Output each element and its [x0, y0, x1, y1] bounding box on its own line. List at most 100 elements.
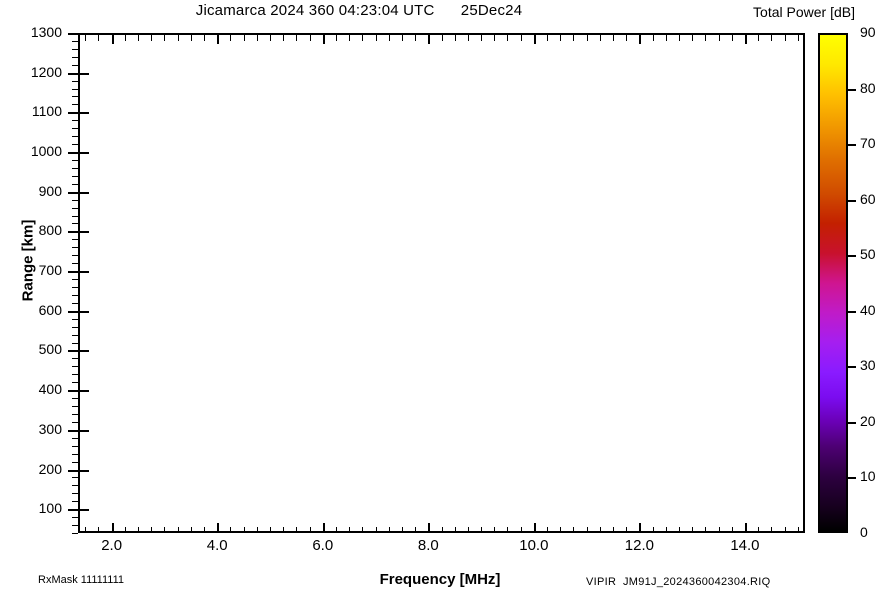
- y-axis-minor-tick: [72, 366, 78, 368]
- y-axis-minor-tick: [72, 80, 78, 82]
- y-axis-minor-tick: [72, 342, 78, 344]
- colorbar: [818, 33, 848, 533]
- x-axis-tick: [744, 523, 747, 533]
- x-axis-tick: [217, 523, 220, 533]
- y-axis-minor-tick: [72, 128, 78, 130]
- y-axis-minor-tick: [72, 517, 78, 519]
- x-axis-minor-tick: [296, 527, 298, 533]
- x-axis-minor-tick-inner: [481, 35, 483, 41]
- x-axis-minor-tick-inner: [718, 35, 720, 41]
- x-axis-minor-tick: [692, 527, 694, 533]
- y-axis-tick-label: 400: [38, 381, 62, 398]
- x-axis-minor-tick-inner: [467, 35, 469, 41]
- y-axis-tick-label: 1000: [30, 143, 62, 160]
- x-axis-tick-inner: [111, 35, 114, 44]
- x-axis-minor-tick: [784, 527, 786, 533]
- y-axis-minor-tick: [72, 207, 78, 209]
- x-axis-label: Frequency [MHz]: [379, 571, 501, 588]
- x-axis-minor-tick: [415, 527, 417, 533]
- x-axis-minor-tick-inner: [138, 35, 140, 41]
- x-axis-minor-tick: [705, 527, 707, 533]
- x-axis-minor-tick: [441, 527, 443, 533]
- x-axis-minor-tick: [718, 527, 720, 533]
- y-axis-minor-tick: [72, 88, 78, 90]
- x-axis-minor-tick-inner: [573, 35, 575, 41]
- colorbar-tick-label: 20: [860, 412, 876, 429]
- y-axis-minor-tick: [72, 461, 78, 463]
- x-axis-minor-tick: [494, 527, 496, 533]
- y-axis-tick: [68, 429, 78, 432]
- x-axis-minor-tick-inner: [441, 35, 443, 41]
- x-axis-minor-tick-inner: [309, 35, 311, 41]
- x-axis-minor-tick: [613, 527, 614, 533]
- x-axis-minor-tick-inner: [151, 35, 153, 41]
- x-axis-minor-tick-inner: [454, 35, 456, 41]
- y-axis-minor-tick: [72, 421, 78, 423]
- x-axis-minor-tick: [309, 527, 311, 533]
- x-axis-minor-tick: [520, 527, 522, 533]
- x-axis-minor-tick: [256, 527, 258, 533]
- x-axis-minor-tick-inner: [98, 35, 100, 41]
- y-axis-minor-tick: [72, 485, 78, 487]
- y-axis-minor-tick: [72, 215, 78, 217]
- x-axis-minor-tick: [678, 527, 680, 533]
- colorbar-tick-label: 40: [860, 301, 876, 318]
- y-axis-tick: [68, 231, 78, 234]
- x-axis-minor-tick: [388, 527, 390, 533]
- y-axis-minor-tick: [72, 263, 78, 265]
- y-axis-minor-tick: [72, 144, 78, 146]
- x-axis-minor-tick-inner: [124, 35, 126, 41]
- y-axis-minor-tick: [72, 525, 78, 527]
- colorbar-tick: [848, 144, 856, 147]
- x-axis-tick: [111, 523, 114, 533]
- y-axis-minor-tick: [72, 398, 78, 400]
- y-axis-minor-tick: [72, 374, 78, 376]
- plot-title: Jicamarca 2024 360 04:23:04 UTC 25Dec24: [195, 2, 523, 19]
- x-axis-tick: [639, 523, 642, 533]
- x-axis-minor-tick: [481, 527, 483, 533]
- source-file-label: VIPIR JM91J_2024360042304.RIQ: [586, 576, 771, 588]
- x-axis-minor-tick-inner: [758, 35, 760, 41]
- x-axis-minor-tick-inner: [415, 35, 417, 41]
- x-axis-minor-tick-inner: [784, 35, 786, 41]
- colorbar-tick: [848, 199, 856, 202]
- y-axis-tick-inner: [80, 112, 89, 115]
- y-axis-minor-tick: [72, 286, 78, 288]
- x-axis-minor-tick-inner: [692, 35, 694, 41]
- y-axis-minor-tick: [72, 48, 78, 50]
- x-axis-minor-tick-inner: [243, 35, 245, 41]
- x-axis-minor-tick: [204, 527, 206, 533]
- y-axis-minor-tick: [72, 445, 78, 447]
- x-axis-minor-tick-inner: [705, 35, 707, 41]
- x-axis-minor-tick-inner: [177, 35, 179, 41]
- x-axis-minor-tick-inner: [296, 35, 298, 41]
- x-axis-minor-tick-inner: [283, 35, 285, 41]
- y-axis-minor-tick: [72, 56, 78, 58]
- x-axis-minor-tick-inner: [85, 35, 87, 41]
- y-axis-tick-inner: [80, 191, 89, 194]
- x-axis-tick-label: 4.0: [206, 537, 228, 554]
- x-axis-tick: [533, 523, 536, 533]
- x-axis-minor-tick-inner: [652, 35, 654, 41]
- x-axis-minor-tick: [230, 527, 232, 533]
- x-axis-minor-tick-inner: [665, 35, 667, 41]
- x-axis-minor-tick: [243, 527, 245, 533]
- y-axis-tick: [68, 509, 78, 512]
- x-axis-minor-tick-inner: [586, 35, 588, 41]
- y-axis-tick-label: 300: [38, 420, 62, 437]
- x-axis-minor-tick: [665, 527, 667, 533]
- x-axis-tick-inner: [322, 35, 325, 44]
- x-axis-tick-label: 2.0: [101, 537, 123, 554]
- y-axis-tick: [68, 350, 78, 353]
- x-axis-minor-tick: [362, 527, 364, 533]
- y-axis-tick-label: 900: [38, 182, 62, 199]
- y-axis-minor-tick: [72, 96, 78, 98]
- x-axis-minor-tick: [586, 527, 588, 533]
- y-axis-minor-tick: [72, 255, 78, 257]
- x-axis-minor-tick-inner: [507, 35, 509, 41]
- x-axis-minor-tick: [626, 527, 628, 533]
- x-axis-minor-tick-inner: [256, 35, 258, 41]
- colorbar-tick: [848, 477, 856, 480]
- y-axis-tick: [68, 33, 78, 35]
- y-axis-minor-tick: [72, 120, 78, 122]
